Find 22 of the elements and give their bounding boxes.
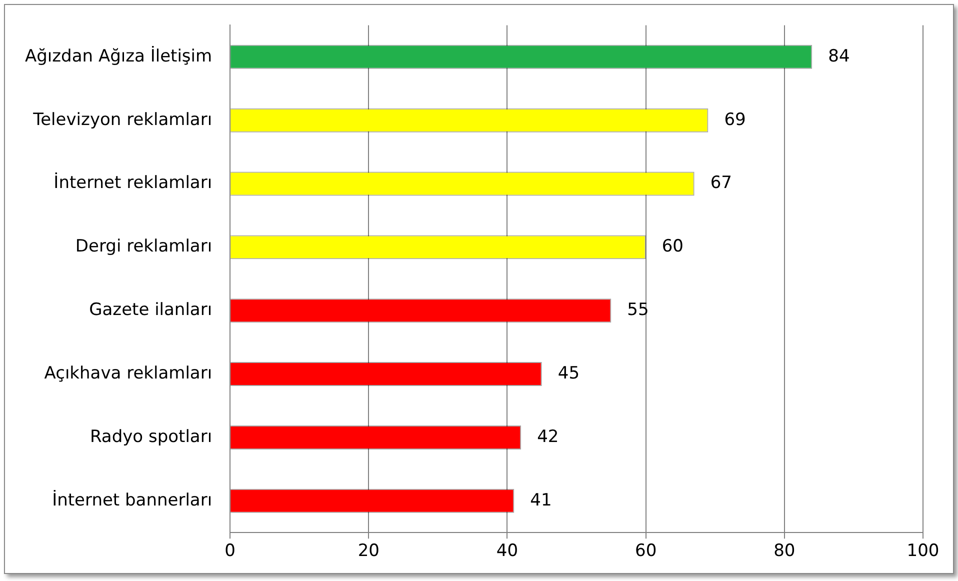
data-label: 60 <box>662 236 684 257</box>
data-label: 84 <box>828 46 850 66</box>
y-tick-label: Televizyon reklamları <box>32 110 212 130</box>
y-tick-label: Radyo spotları <box>90 426 212 447</box>
data-label: 55 <box>627 300 649 320</box>
data-label: 67 <box>710 173 732 194</box>
data-label: 69 <box>724 110 746 130</box>
data-label: 42 <box>537 426 559 447</box>
y-tick-label: İnternet bannerları <box>52 489 212 510</box>
y-tick-label: Açıkhava reklamları <box>44 363 212 384</box>
x-tick-label: 40 <box>496 541 518 562</box>
x-tick-label: 20 <box>358 541 380 562</box>
y-tick-label: İnternet reklamları <box>54 172 212 194</box>
data-label: 45 <box>558 363 580 384</box>
x-tick-label: 0 <box>224 541 236 562</box>
x-tick-label: 80 <box>774 541 796 562</box>
x-tick-label: 60 <box>635 541 657 562</box>
data-label: 41 <box>530 490 552 510</box>
y-tick-label: Ağızdan Ağıza İletişim <box>24 45 212 66</box>
x-tick-label: 100 <box>906 541 940 562</box>
y-tick-label: Dergi reklamları <box>75 236 212 257</box>
y-tick-label: Gazete ilanları <box>89 300 212 320</box>
